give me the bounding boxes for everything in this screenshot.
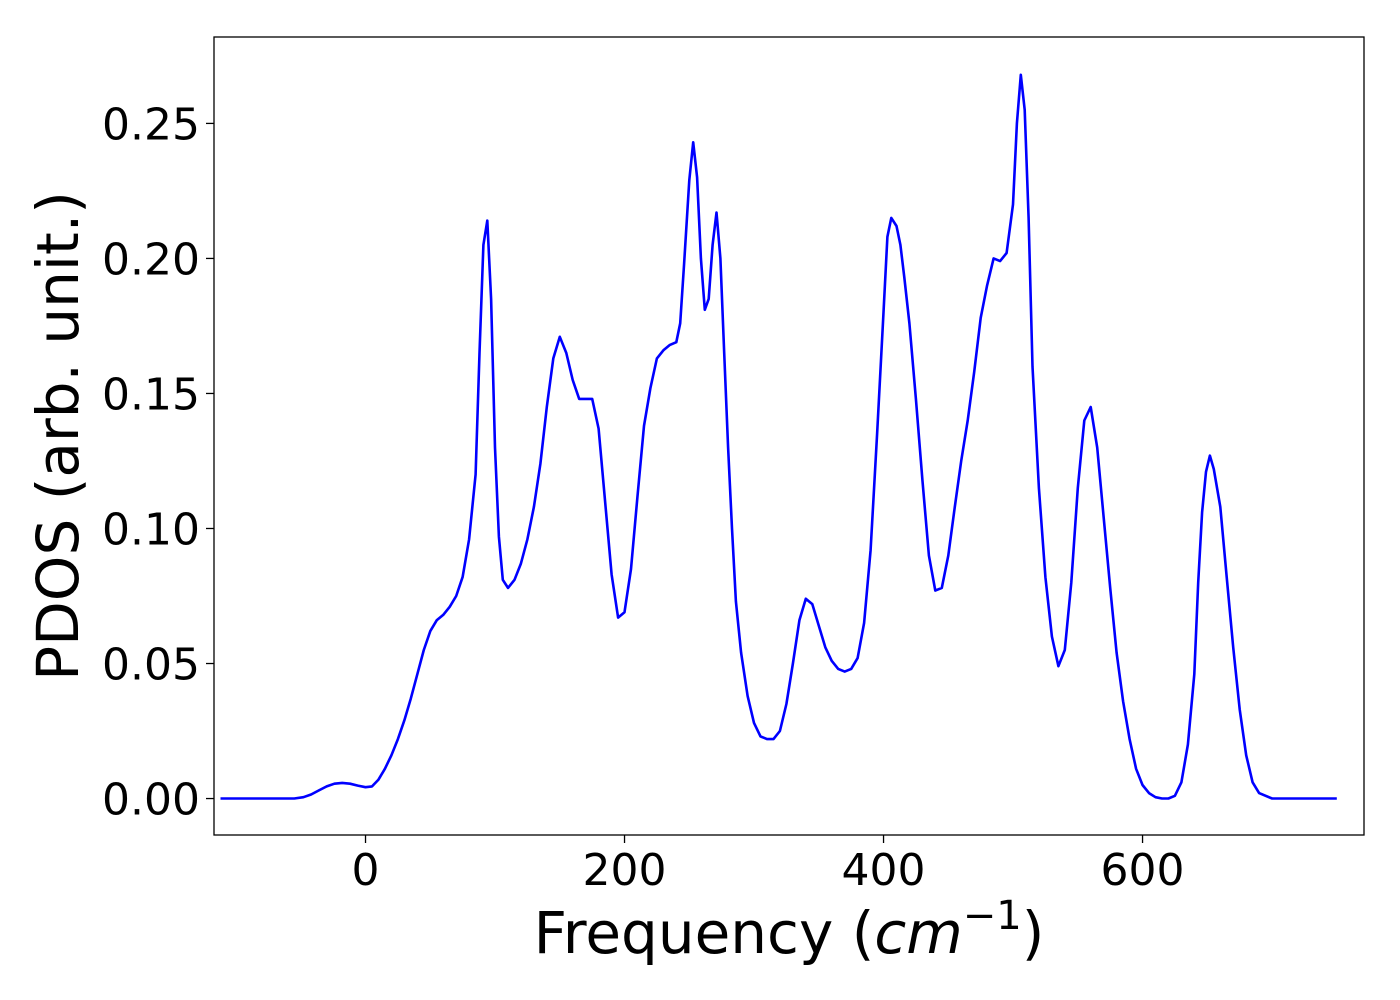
x-axis: 0 200 400 600 xyxy=(352,835,1185,896)
y-tick-label: 0.00 xyxy=(102,775,200,826)
x-tick-label: 200 xyxy=(583,845,667,896)
x-axis-label-text: Frequency ( xyxy=(534,899,875,967)
y-tick-label: 0.15 xyxy=(102,369,200,420)
x-tick-label: 400 xyxy=(842,845,926,896)
pdos-series-line xyxy=(220,73,1337,800)
x-tick-label: 600 xyxy=(1101,845,1185,896)
y-tick-label: 0.20 xyxy=(102,234,200,285)
y-axis: 0.00 0.05 0.10 0.15 0.20 0.25 xyxy=(102,99,214,826)
y-axis-label: PDOS (arb. unit.) xyxy=(24,191,92,681)
y-tick-label: 0.25 xyxy=(102,99,200,150)
plot-frame xyxy=(213,36,1365,836)
plot-area xyxy=(220,73,1337,800)
y-tick-label: 0.10 xyxy=(102,504,200,555)
x-axis-label-close: ) xyxy=(1022,899,1045,967)
x-axis-label: Frequency (cm−1) xyxy=(534,893,1045,967)
x-axis-label-math: cm xyxy=(874,899,962,967)
x-axis-label-superscript: −1 xyxy=(963,893,1022,939)
x-tick-label: 0 xyxy=(352,845,380,896)
y-tick-label: 0.05 xyxy=(102,640,200,691)
